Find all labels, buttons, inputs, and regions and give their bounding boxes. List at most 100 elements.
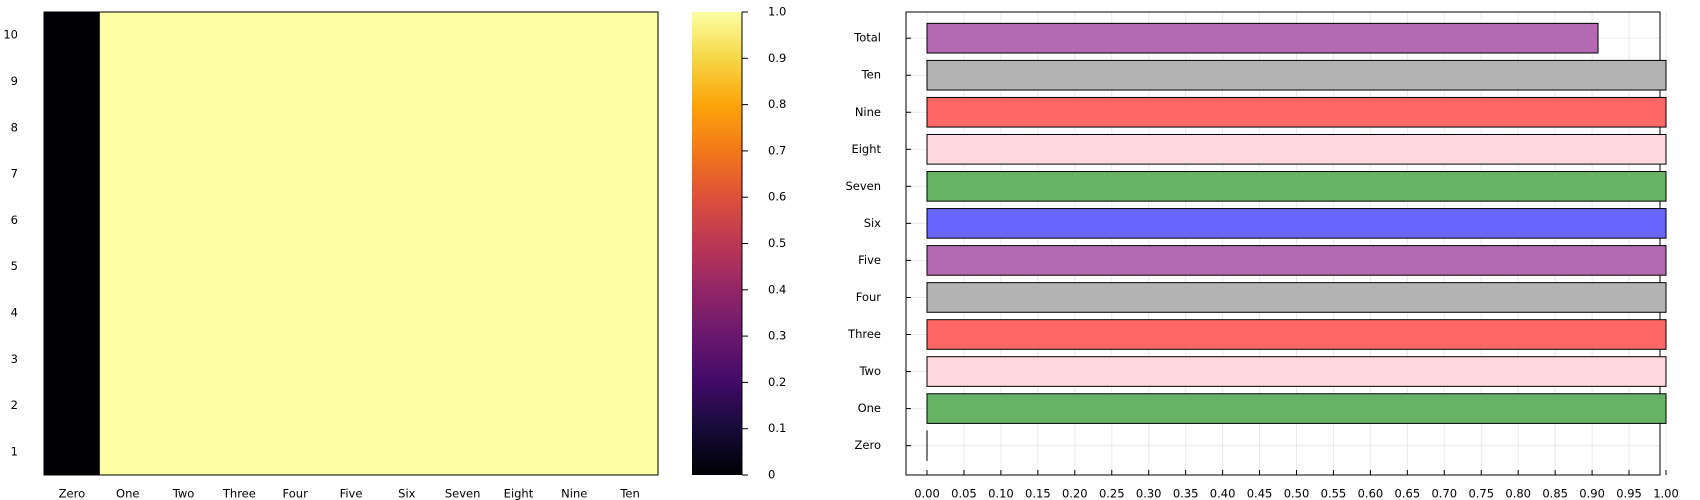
colorbar-tick-label: 0.5 <box>768 236 786 250</box>
heatmap-x-tick-label: Five <box>340 487 363 500</box>
bar-x-tick-label: 0.85 <box>1542 487 1568 500</box>
bar-y-axis: Zero One Two Three Four Five Six Seven Eight Nine… <box>845 31 911 452</box>
heatmap-y-tick-label: 3 <box>11 352 18 366</box>
bar-y-tick-label: Five <box>858 253 881 267</box>
heatmap-y-tick-label: 2 <box>11 398 18 412</box>
bar-x-tick-label: 0.30 <box>1136 487 1162 500</box>
heatmap-cell <box>155 12 213 475</box>
heatmap-x-tick-label: Ten <box>619 487 639 500</box>
bar-y-tick-label: Three <box>847 327 881 341</box>
heatmap-y-tick-label: 6 <box>11 213 18 227</box>
colorbar-tick-label: 1.0 <box>768 5 786 19</box>
bar <box>926 59 1667 91</box>
heatmap-x-tick-label: Nine <box>561 487 587 500</box>
bar <box>926 96 1667 128</box>
bar-y-tick-label: Eight <box>851 142 881 156</box>
bar-x-tick-label: 0.55 <box>1321 487 1347 500</box>
heatmap-y-tick-label: 5 <box>11 259 18 273</box>
heatmap-cell <box>546 12 603 475</box>
colorbar-axis: 0 0.1 0.2 0.3 0.4 0.5 0.6 0.7 0.8 0.9 1.0 <box>741 5 786 482</box>
bar-y-tick-label: Nine <box>855 105 881 119</box>
bar-x-axis: 0.00 0.05 0.10 0.15 0.20 0.25 0.30 0.35 0.40 0.45… <box>914 470 1679 500</box>
heatmap-y-tick-label: 4 <box>11 305 18 319</box>
heatmap-x-tick-label: Two <box>172 487 195 500</box>
bar <box>926 356 1667 387</box>
heatmap-cell <box>211 12 268 475</box>
bar-x-tick-label: 0.05 <box>951 487 977 500</box>
bar <box>926 393 1667 424</box>
heatmap-x-tick-label: Eight <box>504 487 534 500</box>
heatmap-y-tick-label: 1 <box>11 444 18 458</box>
bar <box>926 245 1667 276</box>
bar-x-tick-label: 0.00 <box>914 487 940 500</box>
bar-y-tick-label: Zero <box>855 438 881 452</box>
bar <box>926 171 1667 202</box>
heatmap-x-axis: Zero One Two Three Four Five Six Seven Eight Nine… <box>59 487 640 500</box>
bar <box>926 282 1667 313</box>
colorbar-tick-label: 0.2 <box>768 375 786 389</box>
bar-y-tick-label: Six <box>864 216 881 230</box>
bar-chart: 0.00 0.05 0.10 0.15 0.20 0.25 0.30 0.35 0.40 0.45… <box>845 11 1679 500</box>
bar-x-tick-label: 0.40 <box>1210 487 1236 500</box>
bar-plot-frame <box>905 11 1661 476</box>
colorbar-tick-label: 0.4 <box>768 282 786 296</box>
heatmap-x-tick-label: One <box>116 487 139 500</box>
colorbar-gradient <box>692 12 742 475</box>
bar-x-tick-label: 0.65 <box>1395 487 1421 500</box>
bar-series <box>926 22 1667 461</box>
bar-x-tick-label: 0.50 <box>1284 487 1310 500</box>
heatmap-x-tick-label: Seven <box>445 487 481 500</box>
heatmap-x-tick-label: Six <box>398 487 415 500</box>
bar-x-tick-label: 0.15 <box>1025 487 1051 500</box>
heatmap-cell <box>323 12 380 475</box>
colorbar-tick-label: 0.8 <box>768 97 786 111</box>
bar-x-tick-label: 0.60 <box>1358 487 1384 500</box>
bar <box>926 208 1667 239</box>
heatmap-y-tick-label: 9 <box>11 74 18 88</box>
heatmap-cell <box>378 12 436 475</box>
bar-x-tick-label: 0.80 <box>1505 487 1531 500</box>
colorbar-tick-label: 0.3 <box>768 329 786 343</box>
bar-y-tick-label: One <box>858 401 881 415</box>
bar-x-tick-label: 0.20 <box>1062 487 1088 500</box>
colorbar-tick-label: 0.9 <box>768 51 786 65</box>
bar-x-tick-label: 0.75 <box>1468 487 1494 500</box>
heatmap-y-tick-label: 8 <box>11 120 18 134</box>
bar-x-tick-label: 0.90 <box>1579 487 1605 500</box>
bar-y-tick-label: Two <box>858 364 881 378</box>
heatmap-cells <box>44 12 659 475</box>
heatmap-cell <box>434 12 492 475</box>
colorbar-tick-label: 0.1 <box>768 421 786 435</box>
heatmap-cell <box>99 12 157 475</box>
bar-y-tick-label: Four <box>856 290 882 304</box>
colorbar-tick-label: 0 <box>768 468 775 482</box>
heatmap-frame <box>43 11 659 476</box>
colorbar: 0 0.1 0.2 0.3 0.4 0.5 0.6 0.7 0.8 0.9 1.0 <box>692 5 786 482</box>
heatmap-chart: Zero One Two Three Four Five Six Seven Eight Nine… <box>3 11 659 500</box>
bar-x-tick-label: 0.35 <box>1173 487 1199 500</box>
bar-x-tick-label: 0.70 <box>1431 487 1457 500</box>
heatmap-cell <box>44 12 101 475</box>
bar-x-tick-label: 1.00 <box>1653 487 1679 500</box>
bar-y-tick-label: Seven <box>845 179 881 193</box>
bar <box>926 319 1667 350</box>
heatmap-cell <box>490 12 547 475</box>
bar <box>926 133 1667 165</box>
bar-x-tick-label: 0.95 <box>1616 487 1642 500</box>
bar-y-tick-label: Total <box>853 31 881 45</box>
bar <box>926 22 1599 54</box>
heatmap-x-tick-label: Zero <box>59 487 85 500</box>
heatmap-cell <box>602 12 659 475</box>
heatmap-x-tick-label: Three <box>222 487 256 500</box>
heatmap-y-axis: 1 2 3 4 5 6 7 8 9 10 <box>3 28 18 459</box>
heatmap-y-tick-label: 7 <box>11 167 18 181</box>
colorbar-tick-label: 0.7 <box>768 143 786 157</box>
heatmap-y-tick-label: 10 <box>3 28 18 42</box>
bar-x-tick-label: 0.25 <box>1099 487 1125 500</box>
bar-x-tick-label: 0.10 <box>988 487 1014 500</box>
colorbar-tick-label: 0.6 <box>768 190 786 204</box>
bar-y-tick-label: Ten <box>861 68 881 82</box>
heatmap-cell <box>267 12 324 475</box>
heatmap-x-tick-label: Four <box>283 487 309 500</box>
